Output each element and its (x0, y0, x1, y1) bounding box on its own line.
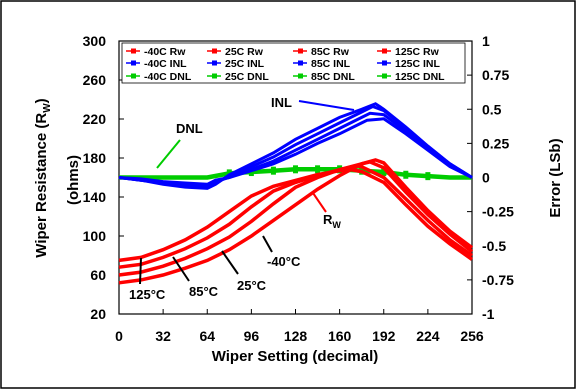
y-right-tick-label: -0.75 (482, 272, 514, 288)
legend-entry: 85C Rw (293, 46, 350, 58)
legend-marker (212, 48, 217, 54)
annotation-25c: 25°C (237, 278, 267, 293)
legend-entry: 125C DNL (377, 71, 445, 83)
y-left-tick-label: 180 (83, 150, 107, 166)
legend-entry: 25C INL (207, 58, 265, 70)
legend-label: 125C INL (395, 58, 441, 70)
y-left-tick-label: 100 (83, 228, 107, 244)
annotation-85c-arrow (172, 256, 190, 282)
y-left-axis-label: Wiper Resistance (RW) (33, 98, 53, 257)
dnl-point (381, 168, 387, 177)
legend-label: 25C DNL (225, 71, 269, 83)
legend-label: -40C Rw (144, 46, 186, 58)
legend-entry: 125C INL (377, 58, 441, 70)
y-right-tick-label: 0.25 (482, 135, 509, 151)
legend-marker (131, 48, 136, 54)
annotation-85c: 85°C (189, 284, 219, 299)
legend: -40C Rw 25C Rw 85C Rw 125C Rw -40C INL 25C IN… (121, 42, 466, 84)
legend-label: 125C DNL (395, 71, 445, 83)
y-right-axis-label: Error (LSb) (547, 138, 564, 217)
legend-entry: 125C Rw (377, 46, 440, 58)
inl-series-line-125C (118, 117, 473, 186)
annotation-rw: RW (323, 212, 341, 230)
y-left-tick-label: 140 (83, 189, 107, 205)
y-left-axis-unit: (ohms) (65, 155, 82, 205)
dnl-point (403, 170, 409, 179)
legend-marker (212, 60, 217, 66)
y-left-tick-label: 260 (83, 72, 107, 88)
annotation-inl-arrow (298, 100, 355, 111)
annotation-25c-arrow (221, 250, 239, 275)
legend-marker (212, 73, 217, 79)
x-tick-label: 160 (328, 328, 352, 344)
y-right-tick-label: -0.25 (482, 204, 514, 220)
legend-entry: 85C DNL (293, 71, 355, 83)
legend-entry: 25C DNL (207, 71, 269, 83)
legend-marker (382, 73, 387, 79)
legend-marker (382, 48, 387, 54)
y-right-tick-label: 1 (482, 33, 490, 49)
y-left-axis-ticks: 20 60 100 140 180 220 260 300 (83, 33, 124, 322)
y-left-tick-label: 300 (83, 33, 107, 49)
y-right-tick-label: 0.75 (482, 67, 509, 83)
y-left-tick-label: 220 (83, 111, 107, 127)
legend-label: 85C Rw (311, 46, 350, 58)
legend-marker (298, 48, 303, 54)
x-tick-label: 256 (460, 328, 484, 344)
inl-series-group (118, 102, 473, 190)
y-left-axis-label-sub: W (42, 103, 53, 113)
legend-entry: -40C INL (126, 58, 187, 70)
legend-label: 25C INL (225, 58, 265, 70)
legend-label: 25C Rw (225, 46, 264, 58)
x-tick-label: 128 (284, 328, 308, 344)
y-right-axis-ticks: -1 -0.75 -0.5 -0.25 0 0.25 0.5 0.75 1 (467, 33, 514, 322)
legend-entry: 85C INL (293, 58, 351, 70)
x-tick-label: 224 (416, 328, 440, 344)
x-axis-ticks: 0 32 64 96 128 160 192 224 256 (115, 309, 484, 344)
x-tick-label: 64 (199, 328, 215, 344)
x-tick-label: 0 (115, 328, 123, 344)
x-axis-label: Wiper Setting (decimal) (212, 348, 379, 365)
y-left-tick-label: 60 (90, 267, 106, 283)
annotations: INL DNL RW 125°C 85°C 25°C -40°C (129, 95, 355, 302)
annotation-rw-arrow (312, 192, 327, 213)
y-right-tick-label: 0 (482, 170, 490, 186)
annotation-dnl-arrow (156, 139, 181, 169)
dnl-point (315, 165, 321, 174)
legend-label: -40C DNL (144, 71, 192, 83)
legend-label: -40C INL (144, 58, 187, 70)
dnl-point (425, 172, 431, 181)
legend-entry: -40C DNL (126, 71, 192, 83)
legend-marker (298, 73, 303, 79)
annotation-inl: INL (271, 95, 292, 110)
x-tick-label: 192 (372, 328, 396, 344)
y-right-tick-label: 0.5 (482, 101, 502, 117)
annotation-125c-arrow (139, 257, 142, 285)
x-tick-label: 96 (244, 328, 260, 344)
annotation-m40c: -40°C (267, 254, 301, 269)
legend-label: 85C INL (311, 58, 351, 70)
x-tick-label: 32 (155, 328, 171, 344)
legend-label: 85C DNL (311, 71, 355, 83)
legend-marker (298, 60, 303, 66)
legend-marker (131, 73, 136, 79)
annotation-125c: 125°C (129, 287, 166, 302)
annotation-m40c-arrow (262, 235, 273, 253)
y-left-tick-label: 20 (90, 306, 106, 322)
legend-marker (131, 60, 136, 66)
dnl-point (270, 166, 276, 175)
rw-series-line-125C (118, 167, 474, 263)
annotation-dnl: DNL (176, 121, 203, 136)
legend-entry: -40C Rw (126, 46, 186, 58)
rw-series-line-25C (118, 160, 474, 277)
y-right-tick-label: -1 (482, 306, 495, 322)
y-right-tick-label: -0.5 (482, 238, 506, 254)
dnl-point (293, 165, 298, 174)
legend-label: 125C Rw (395, 46, 440, 58)
legend-marker (382, 60, 387, 66)
legend-entry: 25C Rw (207, 46, 264, 58)
